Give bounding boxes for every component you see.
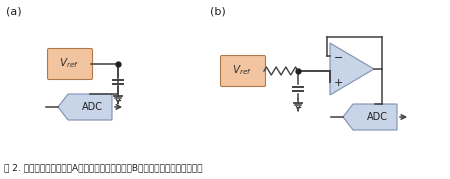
Text: $-$: $-$ <box>333 51 343 61</box>
Polygon shape <box>58 94 112 120</box>
FancyBboxPatch shape <box>48 49 93 79</box>
Text: 图 2. 电压基准通常需要（A）一只旁路电容，或（B）一只带缓冲放大器的电容: 图 2. 电压基准通常需要（A）一只旁路电容，或（B）一只带缓冲放大器的电容 <box>4 163 202 172</box>
Polygon shape <box>343 104 397 130</box>
Text: $+$: $+$ <box>333 76 343 88</box>
Text: (a): (a) <box>6 6 22 16</box>
Polygon shape <box>330 43 374 95</box>
Text: $V_{ref}$: $V_{ref}$ <box>232 63 252 77</box>
Text: ADC: ADC <box>81 102 103 112</box>
FancyBboxPatch shape <box>220 55 266 86</box>
Text: $V_{ref}$: $V_{ref}$ <box>59 56 79 70</box>
Text: (b): (b) <box>210 6 226 16</box>
Text: ADC: ADC <box>366 112 387 122</box>
